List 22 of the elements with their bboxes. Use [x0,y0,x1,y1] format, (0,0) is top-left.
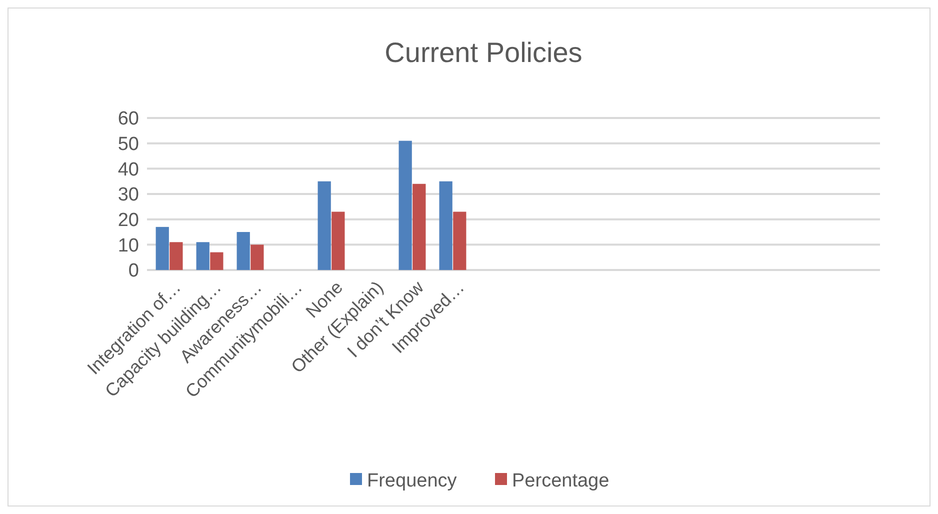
y-tick-label: 40 [118,159,139,180]
y-tick-label: 60 [118,108,139,130]
legend-label: Percentage [512,470,610,492]
bar [332,212,345,270]
bar [453,212,466,270]
bar [412,184,426,270]
bar [156,226,169,270]
bar [398,140,412,270]
y-tick-label: 0 [128,260,139,282]
legend-label: Frequency [367,470,458,492]
y-tick-label: 50 [118,134,139,155]
y-tick-label: 10 [118,235,139,256]
bar [250,244,264,270]
bar [210,252,224,270]
chart-title: Current Policies [384,37,582,68]
y-tick-label: 20 [118,210,139,231]
bar [439,181,452,270]
bar [236,232,250,270]
bar [170,242,183,270]
bar [318,181,331,270]
bar [196,242,210,270]
y-tick-label: 30 [118,184,139,206]
